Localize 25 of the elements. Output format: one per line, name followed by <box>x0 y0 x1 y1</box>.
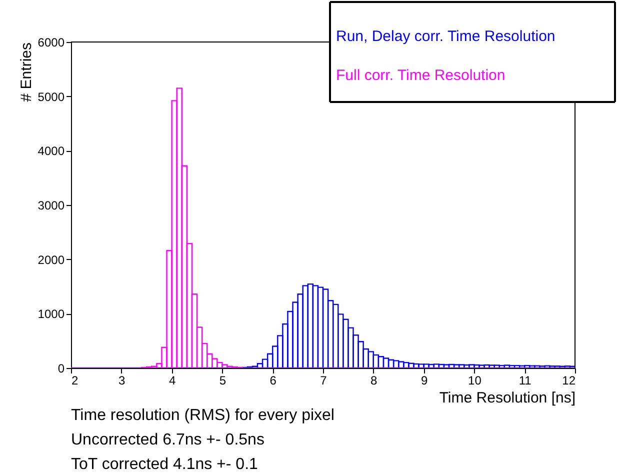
y-tick-label: 3000 <box>38 198 65 212</box>
y-tick-label: 6000 <box>38 36 65 50</box>
text: Full corr. Time Resolution <box>336 67 506 84</box>
x-tick-label: 7 <box>320 374 328 388</box>
y-tick-label: 5000 <box>38 90 65 104</box>
x-tick-label: 4 <box>168 374 176 388</box>
x-tick-label: 5 <box>219 374 226 388</box>
text: Uncorrected 6.7ns +- 0.5ns <box>71 432 264 448</box>
y-axis-title: # Entries <box>18 42 35 102</box>
x-tick-label: 9 <box>420 374 428 388</box>
y-tick-label: 4000 <box>38 144 65 158</box>
text: ToT corrected 4.1ns +- 0.1 <box>71 456 258 473</box>
x-tick-label: 8 <box>370 374 378 388</box>
x-tick-label: 10 <box>468 374 482 388</box>
x-tick-label: 2 <box>72 374 78 388</box>
x-axis-title: Time Resolution [ns] <box>439 390 576 406</box>
text: Time resolution (RMS) for every pixel <box>71 407 334 424</box>
text: Run, Delay corr. Time Resolution <box>336 28 556 45</box>
x-tick-label: 12 <box>562 374 576 388</box>
y-tick-label: 1000 <box>38 307 65 322</box>
x-tick-label: 6 <box>270 374 277 388</box>
x-tick-label: 3 <box>118 374 126 388</box>
y-tick-label: 2000 <box>38 252 65 267</box>
y-tick-label: 0 <box>58 362 65 376</box>
x-tick-label: 11 <box>518 374 532 388</box>
